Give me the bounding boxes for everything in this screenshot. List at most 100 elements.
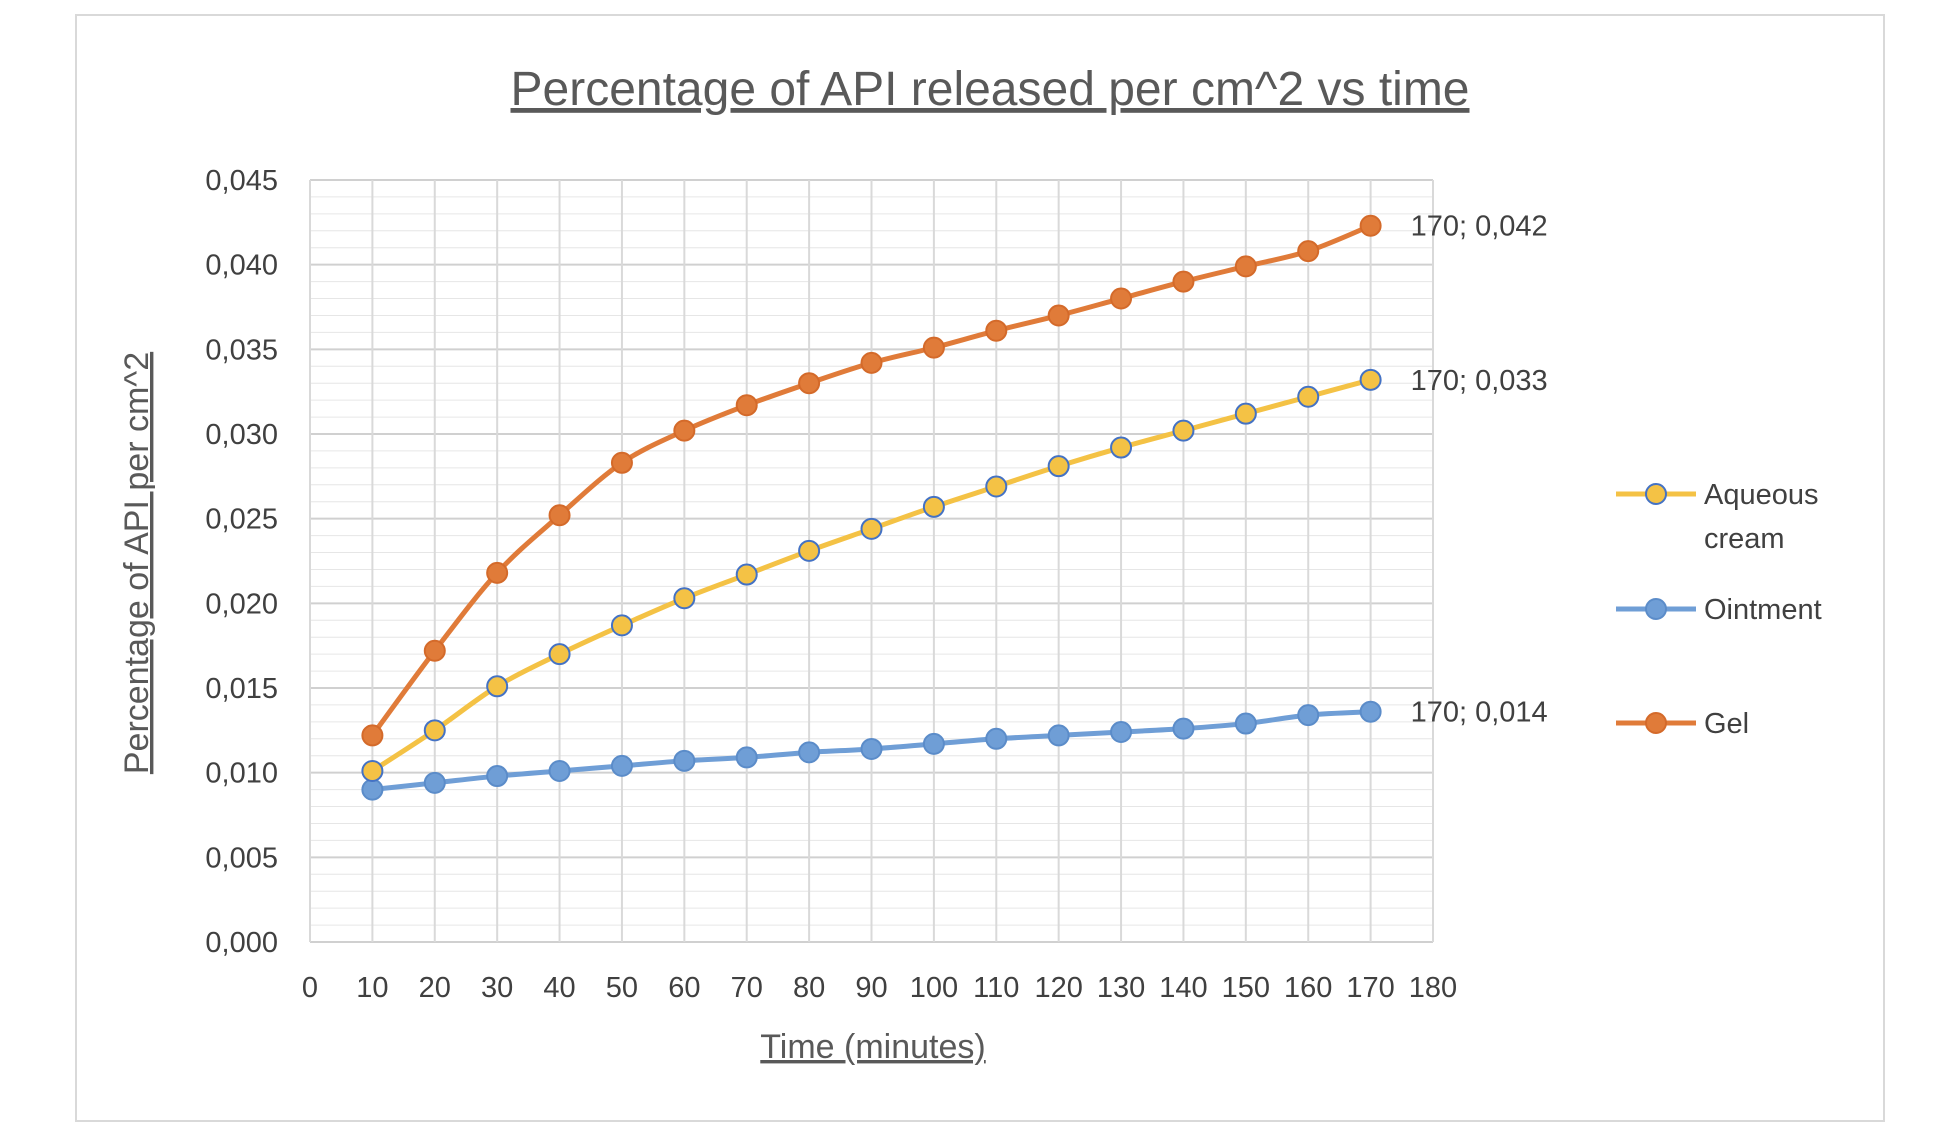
data-point-gel xyxy=(1359,214,1382,237)
data-point-gel xyxy=(610,451,633,474)
data-point-aqueous-cream xyxy=(361,759,384,782)
legend: Aqueous cream Ointment Gel xyxy=(1616,479,1822,740)
data-point-aqueous-cream xyxy=(1047,455,1070,478)
data-point-gel xyxy=(1297,240,1320,263)
x-tick-label: 70 xyxy=(731,972,763,1004)
legend-label-aqueous-cream: cream xyxy=(1704,523,1785,555)
data-point-aqueous-cream xyxy=(798,539,821,562)
x-tick-label: 40 xyxy=(543,972,575,1004)
series-markers xyxy=(361,214,1382,801)
legend-marker-aqueous-cream xyxy=(1645,483,1667,505)
x-axis-title: Time (minutes) xyxy=(760,1028,985,1066)
y-tick-label: 0,020 xyxy=(205,588,278,620)
x-tick-label: 80 xyxy=(793,972,825,1004)
data-point-ointment xyxy=(985,727,1008,750)
legend-marker-ointment xyxy=(1645,598,1667,620)
data-point-ointment xyxy=(610,754,633,777)
legend-label-ointment: Ointment xyxy=(1704,594,1822,626)
data-point-ointment xyxy=(1110,721,1133,744)
data-labels: 170; 0,014 170; 0,033 170; 0,042 xyxy=(1411,211,1548,729)
x-tick-label: 160 xyxy=(1284,972,1332,1004)
data-point-ointment xyxy=(860,737,883,760)
x-tick-label: 20 xyxy=(419,972,451,1004)
x-tick-label: 180 xyxy=(1409,972,1457,1004)
y-tick-label: 0,040 xyxy=(205,250,278,282)
data-point-ointment xyxy=(361,778,384,801)
data-point-ointment xyxy=(1047,724,1070,747)
x-tick-label: 10 xyxy=(356,972,388,1004)
data-point-gel xyxy=(1234,255,1257,278)
legend-label-aqueous-cream: Aqueous xyxy=(1704,479,1819,511)
x-tick-label: 100 xyxy=(910,972,958,1004)
data-point-ointment xyxy=(1297,704,1320,727)
data-point-gel xyxy=(860,351,883,374)
data-point-gel xyxy=(423,639,446,662)
data-point-gel xyxy=(735,394,758,417)
y-axis-title: Percentage of API per cm^2 xyxy=(118,352,156,774)
grid xyxy=(309,179,1434,943)
data-point-gel xyxy=(1172,270,1195,293)
x-tick-label: 90 xyxy=(855,972,887,1004)
data-point-aqueous-cream xyxy=(1234,402,1257,425)
y-tick-label: 0,005 xyxy=(205,842,278,874)
data-point-aqueous-cream xyxy=(1110,436,1133,459)
data-point-aqueous-cream xyxy=(548,643,571,666)
data-point-ointment xyxy=(548,759,571,782)
x-tick-label: 60 xyxy=(668,972,700,1004)
data-point-gel xyxy=(486,561,509,584)
data-point-aqueous-cream xyxy=(486,675,509,698)
data-point-ointment xyxy=(673,749,696,772)
data-point-aqueous-cream xyxy=(423,719,446,742)
y-axis-ticks: 0,000 0,005 0,010 0,015 0,020 0,025 0,030 0,035… xyxy=(205,165,278,959)
y-tick-label: 0,030 xyxy=(205,419,278,451)
legend-marker-gel xyxy=(1645,712,1667,734)
chart-title: Percentage of API released per cm^2 vs t… xyxy=(511,63,1470,116)
x-tick-label: 110 xyxy=(973,972,1019,1004)
data-point-aqueous-cream xyxy=(922,495,945,518)
data-point-gel xyxy=(361,724,384,747)
x-tick-label: 30 xyxy=(481,972,513,1004)
data-point-aqueous-cream xyxy=(735,563,758,586)
data-point-ointment xyxy=(1359,700,1382,723)
data-point-aqueous-cream xyxy=(860,517,883,540)
data-label-ointment: 170; 0,014 xyxy=(1411,697,1548,729)
data-point-gel xyxy=(548,504,571,527)
y-tick-label: 0,010 xyxy=(205,758,278,790)
x-tick-label: 130 xyxy=(1097,972,1145,1004)
data-point-ointment xyxy=(735,746,758,769)
data-point-gel xyxy=(922,336,945,359)
x-tick-label: 150 xyxy=(1222,972,1270,1004)
x-tick-label: 170 xyxy=(1346,972,1394,1004)
data-point-ointment xyxy=(1234,712,1257,735)
data-point-aqueous-cream xyxy=(673,587,696,610)
x-tick-label: 140 xyxy=(1159,972,1207,1004)
data-point-gel xyxy=(1047,304,1070,327)
data-point-aqueous-cream xyxy=(1297,385,1320,408)
x-tick-label: 50 xyxy=(606,972,638,1004)
data-point-aqueous-cream xyxy=(1172,419,1195,442)
data-point-ointment xyxy=(922,732,945,755)
data-point-gel xyxy=(798,372,821,395)
data-point-gel xyxy=(673,419,696,442)
data-label-aqueous-cream: 170; 0,033 xyxy=(1411,365,1548,397)
y-tick-label: 0,000 xyxy=(205,927,278,959)
y-tick-label: 0,045 xyxy=(205,165,278,197)
data-label-gel: 170; 0,042 xyxy=(1411,211,1548,243)
data-point-gel xyxy=(1110,287,1133,310)
x-tick-label: 120 xyxy=(1034,972,1082,1004)
y-tick-label: 0,015 xyxy=(205,673,278,705)
x-tick-label: 0 xyxy=(302,972,318,1004)
y-tick-label: 0,025 xyxy=(205,504,278,536)
x-axis-ticks: 0 10 20 30 40 50 60 70 80 90 100 110 120 130 140 150 160… xyxy=(302,972,1457,1004)
y-tick-label: 0,035 xyxy=(205,334,278,366)
data-point-aqueous-cream xyxy=(985,475,1008,498)
data-point-ointment xyxy=(1172,717,1195,740)
data-point-gel xyxy=(985,319,1008,342)
data-point-ointment xyxy=(486,765,509,788)
data-point-ointment xyxy=(798,741,821,764)
legend-label-gel: Gel xyxy=(1704,708,1749,740)
chart-frame xyxy=(75,14,1885,1122)
data-point-aqueous-cream xyxy=(610,614,633,637)
data-point-ointment xyxy=(423,771,446,794)
